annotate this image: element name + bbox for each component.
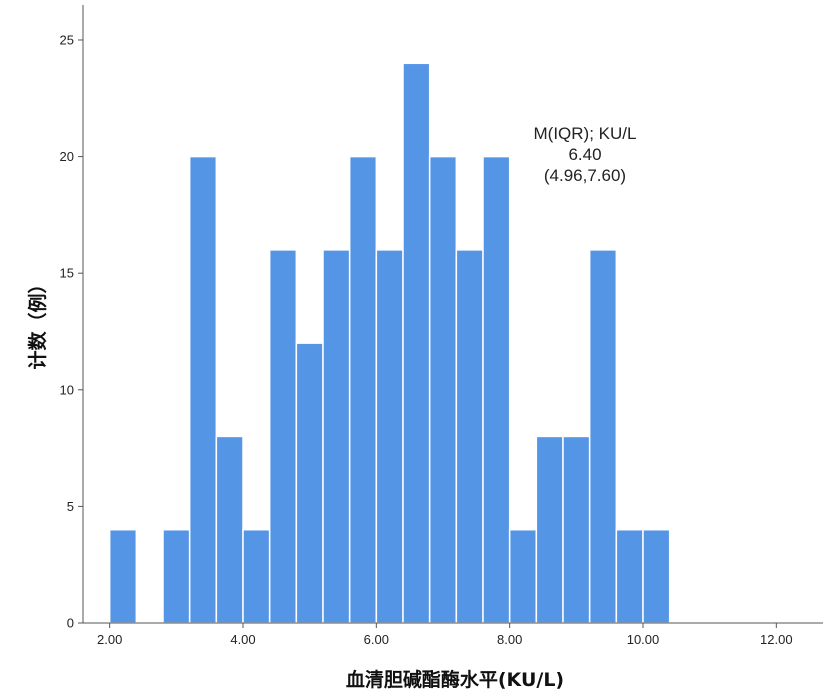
histogram-bar (588, 249, 618, 624)
histogram-bar (642, 528, 671, 624)
histogram-bar (322, 249, 351, 624)
y-axis-title: 计数（例） (26, 274, 49, 369)
histogram-bar (375, 249, 404, 624)
x-axis-title: 血清胆碱酯酶水平(KU/L) (346, 668, 564, 691)
histogram-bar (428, 155, 458, 624)
histogram-bar (242, 528, 271, 624)
x-tick-label: 2.00 (97, 632, 122, 647)
x-tick-label: 12.00 (760, 632, 793, 647)
histogram-bar (615, 528, 644, 624)
histogram-bar (508, 528, 538, 624)
histogram-bar (268, 249, 298, 624)
histogram-bar (402, 62, 431, 624)
y-tick-label: 0 (67, 616, 74, 631)
x-tick-label: 6.00 (364, 632, 389, 647)
histogram-bar (482, 155, 511, 624)
x-tick-label: 8.00 (497, 632, 522, 647)
y-tick-label: 25 (60, 32, 74, 47)
annotation-line-2: 6.40 (568, 145, 601, 164)
histogram-bar (295, 342, 324, 624)
histogram-bar (108, 528, 138, 624)
bars-group (108, 62, 671, 624)
y-tick-label: 15 (60, 266, 74, 281)
histogram-bar (188, 155, 218, 624)
histogram-bar (455, 249, 484, 624)
histogram-bar (215, 435, 244, 624)
annotation-line-3: (4.96,7.60) (544, 166, 626, 185)
histogram-bar (348, 155, 378, 624)
y-tick-label: 10 (60, 382, 74, 397)
x-tick-label: 4.00 (230, 632, 255, 647)
annotation-line-1: M(IQR); KU/L (534, 124, 637, 143)
histogram-bar (535, 435, 564, 624)
y-tick-label: 20 (60, 149, 74, 164)
x-tick-label: 10.00 (627, 632, 660, 647)
y-tick-label: 5 (67, 499, 74, 514)
histogram-bar (162, 528, 191, 624)
stats-annotation: M(IQR); KU/L 6.40 (4.96,7.60) (534, 124, 637, 185)
axes-group: 0 5 10 15 20 25 2.00 4.00 6.00 8.00 10.00 12.00 (60, 5, 823, 647)
histogram-bar (562, 435, 591, 624)
